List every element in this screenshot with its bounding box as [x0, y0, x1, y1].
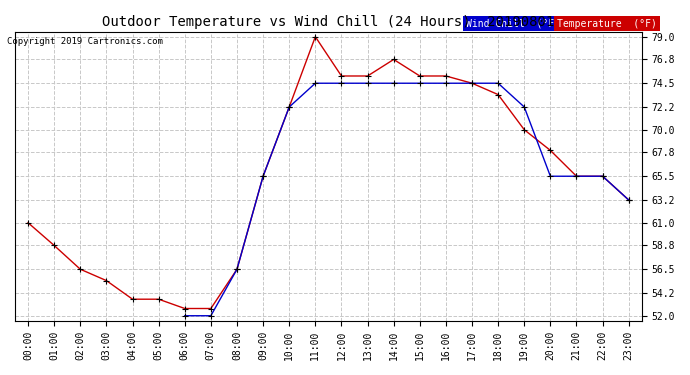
- Text: Wind Chill  (°F): Wind Chill (°F): [466, 19, 560, 28]
- Title: Outdoor Temperature vs Wind Chill (24 Hours)  20190801: Outdoor Temperature vs Wind Chill (24 Ho…: [102, 15, 555, 29]
- Text: Copyright 2019 Cartronics.com: Copyright 2019 Cartronics.com: [7, 38, 163, 46]
- Text: Temperature  (°F): Temperature (°F): [557, 19, 657, 28]
